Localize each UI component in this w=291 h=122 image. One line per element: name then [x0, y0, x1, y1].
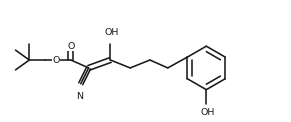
Text: OH: OH	[104, 28, 118, 37]
Text: OH: OH	[200, 108, 214, 117]
Text: O: O	[52, 56, 60, 65]
Text: O: O	[67, 42, 74, 51]
Text: N: N	[76, 92, 83, 101]
